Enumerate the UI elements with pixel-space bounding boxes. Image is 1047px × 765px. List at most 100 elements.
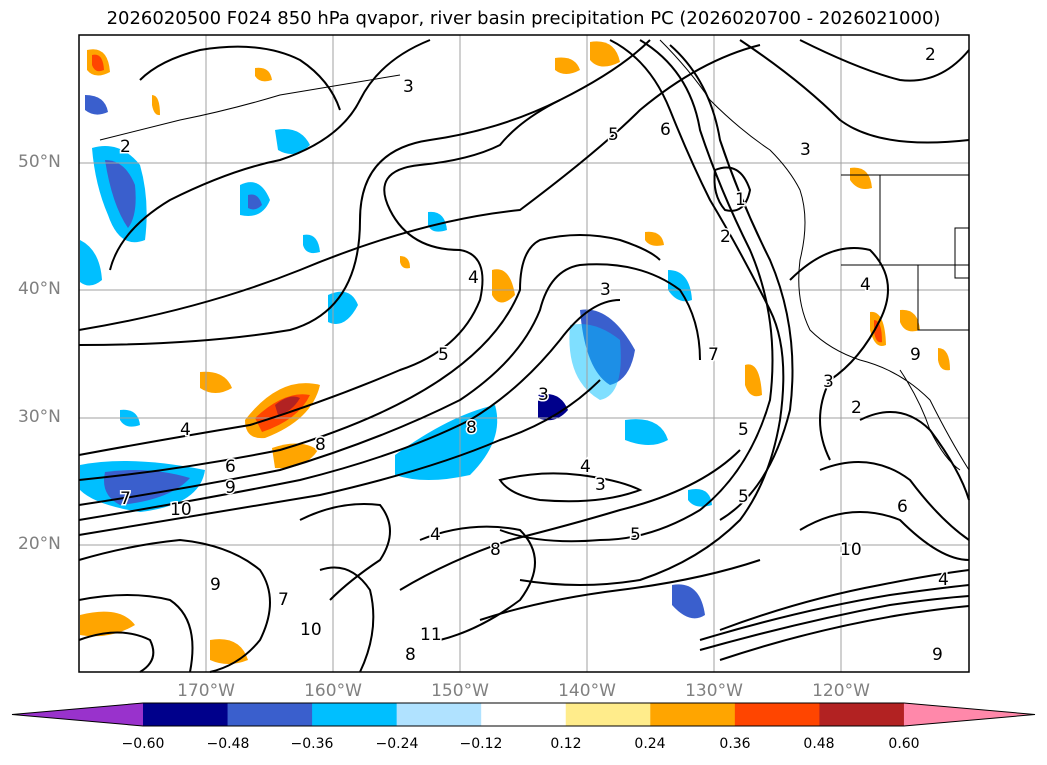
contour-label: 3 — [800, 140, 811, 160]
contour-label: 2 — [120, 137, 131, 157]
contour-line — [479, 559, 761, 621]
contour-label: 2 — [720, 227, 731, 247]
contour-line — [498, 472, 643, 503]
colorbar-tick-label: −0.12 — [459, 736, 503, 752]
coastlines — [99, 39, 970, 471]
neg-area — [85, 95, 108, 115]
contour-label: 6 — [660, 120, 671, 140]
contour-line — [399, 449, 741, 591]
contour-label: 3 — [538, 385, 549, 405]
neg-area — [275, 129, 310, 154]
contour-label: 7 — [278, 590, 289, 610]
contour-line — [669, 44, 794, 521]
contour-line — [739, 39, 970, 144]
contour-label: 4 — [860, 275, 871, 295]
colorbar-segment — [396, 703, 482, 726]
coastline — [99, 74, 401, 141]
neg-area — [569, 324, 621, 400]
contour-line — [719, 605, 970, 661]
contour-line — [713, 166, 752, 212]
contour-line — [699, 584, 970, 641]
contour-line — [78, 99, 561, 456]
coastline — [899, 369, 961, 471]
pos-area — [745, 364, 762, 397]
colorbar-outline — [11, 702, 1036, 727]
colorbar-tick-label: −0.60 — [121, 736, 165, 752]
contour-label: 8 — [490, 540, 501, 560]
colorbar-segment — [819, 703, 905, 726]
contour-label: 5 — [608, 125, 619, 145]
contour-label: 4 — [468, 268, 479, 288]
pos-area — [850, 167, 872, 189]
neg-area — [104, 470, 190, 505]
pos-area — [555, 57, 580, 74]
colorbar-tick-label: 0.48 — [803, 736, 835, 752]
contour-label: 4 — [430, 525, 441, 545]
pos-area — [938, 348, 950, 371]
colorbar-extend-low — [12, 703, 143, 726]
colorbar-extend-high — [903, 703, 1035, 726]
pos-area — [400, 256, 410, 269]
coastline — [917, 265, 969, 331]
qvapor-contours — [78, 39, 970, 673]
longitude-label: 170°W — [177, 681, 235, 701]
colorbar-tick-label: 0.60 — [888, 736, 920, 752]
contour-line — [419, 525, 536, 641]
pos-area — [255, 67, 272, 82]
contour-line — [78, 538, 271, 673]
contour-label: 6 — [897, 497, 908, 517]
neg-area — [303, 234, 320, 254]
contour-label: 8 — [466, 418, 477, 438]
contour-label: 9 — [932, 645, 943, 665]
pos-area — [210, 639, 248, 664]
contour-label: 3 — [403, 77, 414, 97]
contour-line — [78, 263, 701, 506]
colorbar-tick-label: 0.24 — [634, 736, 666, 752]
neg-area — [625, 419, 668, 445]
pos-area — [152, 95, 160, 116]
pos-area — [900, 309, 920, 332]
colorbar-segment — [312, 703, 398, 726]
neg-area — [428, 211, 447, 232]
colorbar-tick-label: 0.36 — [719, 736, 751, 752]
contour-line — [78, 379, 601, 536]
coastline — [659, 39, 970, 471]
contour-label: 5 — [738, 487, 749, 507]
contour-label: 8 — [405, 645, 416, 665]
pos-area — [92, 54, 104, 72]
latitude-label: 20°N — [18, 534, 61, 554]
longitude-label: 120°W — [812, 681, 870, 701]
neg-area — [248, 194, 262, 210]
contour-label: 4 — [580, 457, 591, 477]
contour-line — [78, 299, 621, 521]
contour-label: 3 — [595, 475, 606, 495]
contour-line — [78, 631, 155, 673]
map-border — [78, 34, 970, 673]
contour-label: 4 — [938, 570, 949, 590]
contour-label: 5 — [630, 525, 641, 545]
longitude-label: 130°W — [685, 681, 743, 701]
contour-label: 6 — [225, 457, 236, 477]
neg-area — [668, 270, 692, 302]
colorbar-segment — [565, 703, 651, 726]
contour-label: 11 — [420, 625, 442, 645]
contour-line — [139, 45, 341, 111]
neg-area — [538, 394, 568, 421]
contour-line — [719, 569, 970, 631]
contour-line — [299, 503, 391, 601]
colorbar-tick-label: −0.24 — [375, 736, 419, 752]
contour-line — [819, 461, 970, 541]
contour-label: 9 — [210, 575, 221, 595]
contour-line — [789, 247, 889, 461]
contour-label: 2 — [851, 398, 862, 418]
latitude-label: 40°N — [18, 279, 61, 299]
contour-label: 10 — [840, 540, 862, 560]
pos-area — [275, 396, 300, 415]
contour-line — [499, 39, 774, 543]
colorbar-segment — [650, 703, 736, 726]
contour-label: 9 — [910, 345, 921, 365]
longitude-label: 160°W — [304, 681, 362, 701]
colorbar-segment — [143, 703, 229, 726]
neg-area — [672, 584, 705, 619]
